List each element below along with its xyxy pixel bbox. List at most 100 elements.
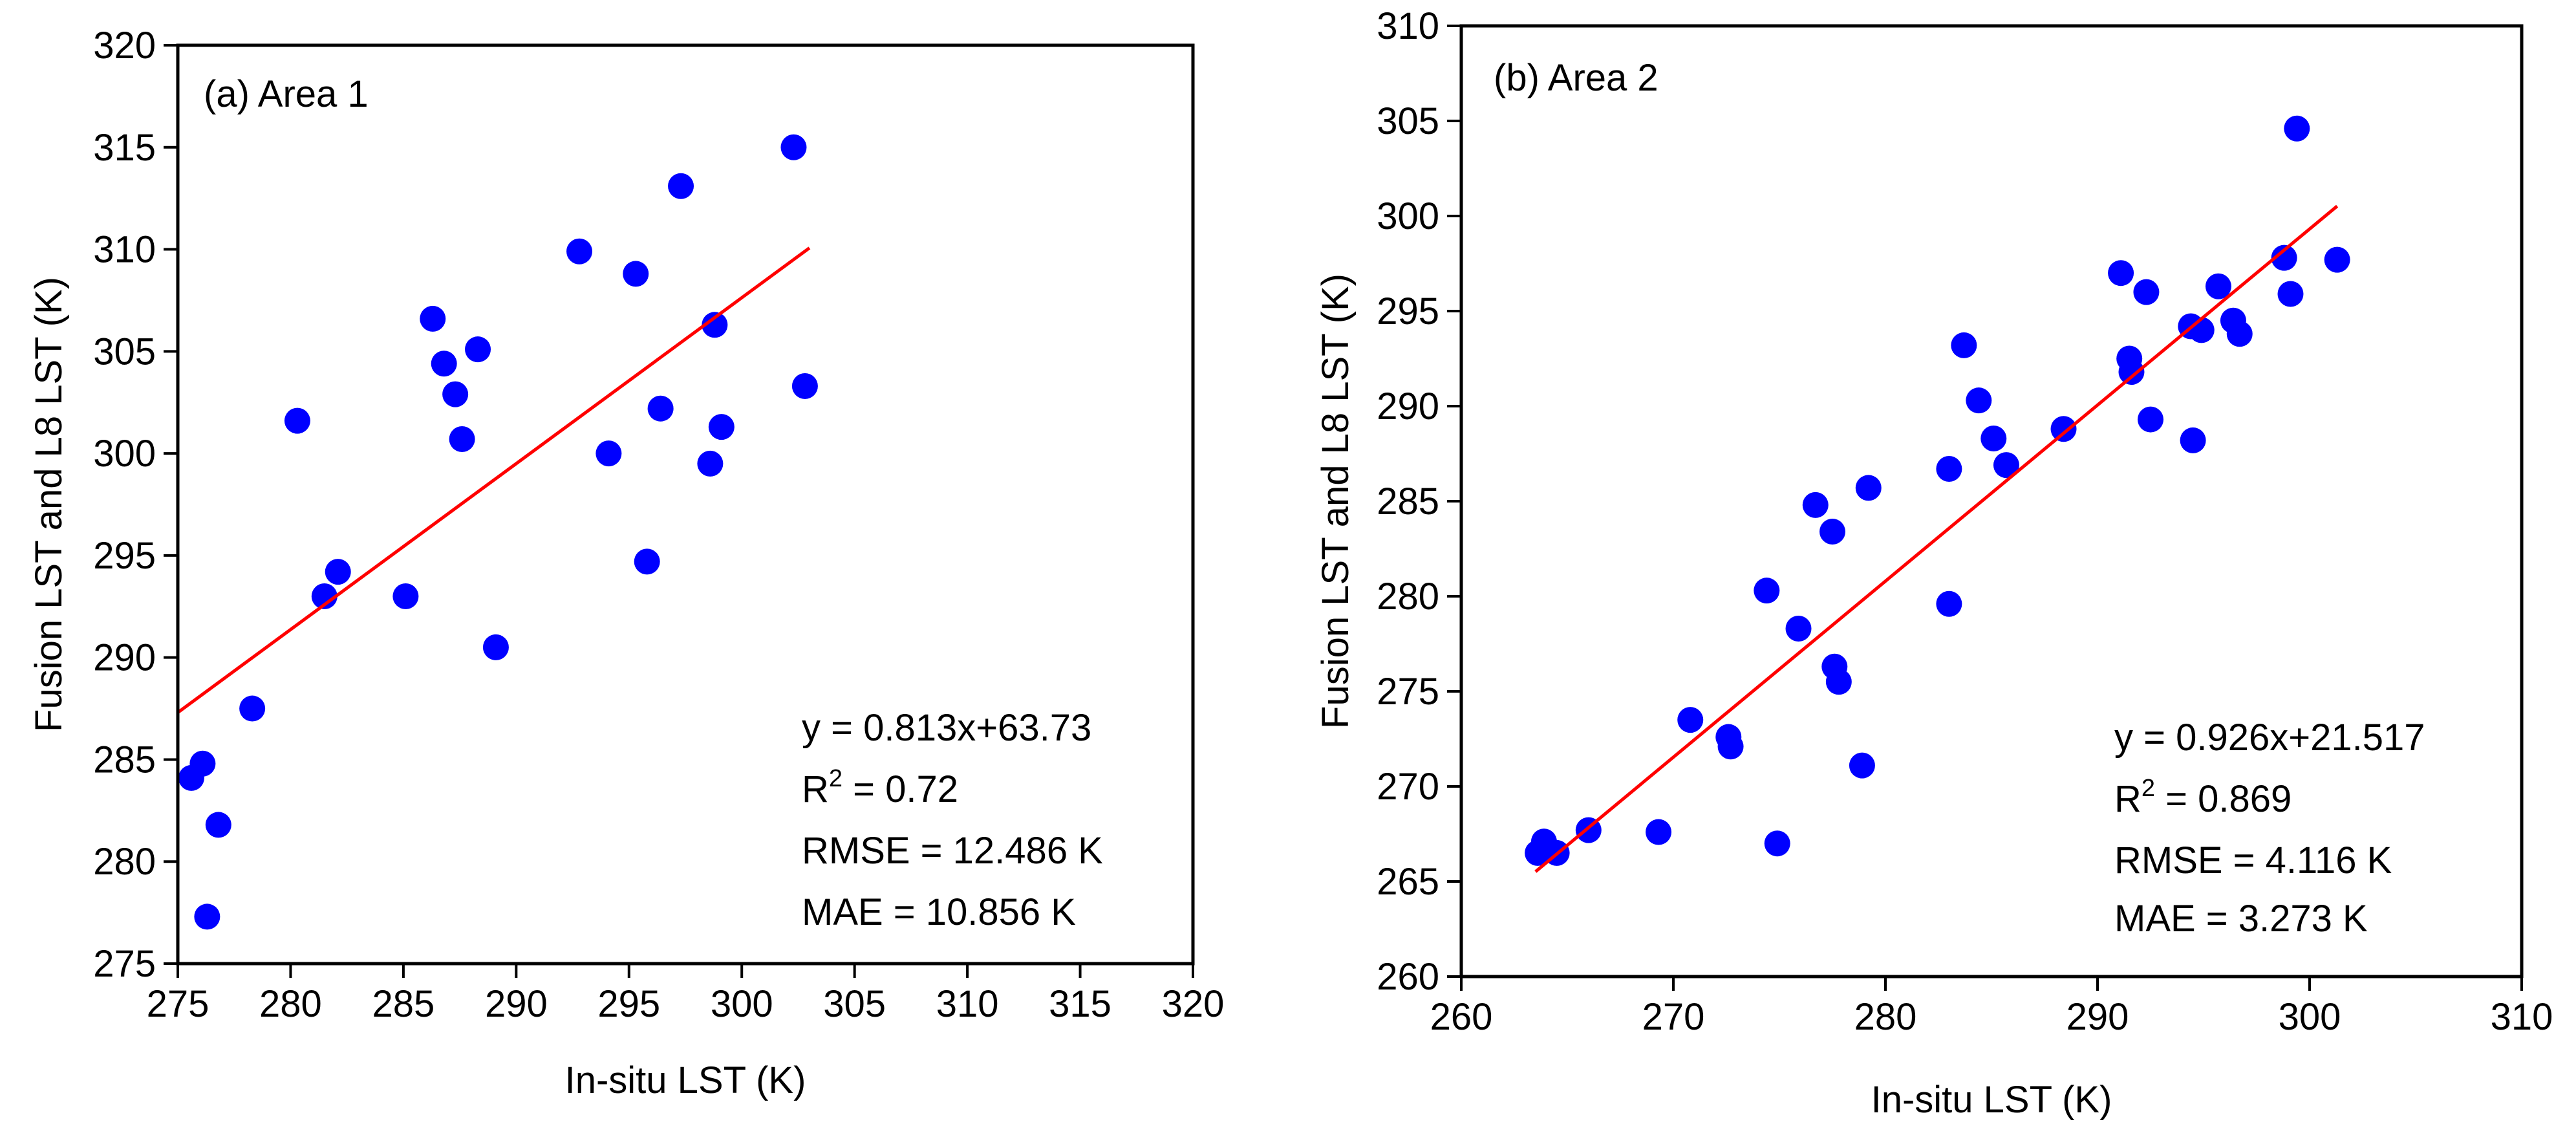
scatter-point <box>1980 425 2007 451</box>
panel-area-2: 260 270 280 290 300 310 260 265 270 275 280 285 290 2… <box>1315 5 2553 1121</box>
scatter-point <box>1754 578 1780 604</box>
scatter-point <box>697 450 724 477</box>
y-tick-label: 305 <box>1377 100 1439 142</box>
plot-frame-area-1 <box>176 43 1195 966</box>
plot-frame-area-2 <box>1459 24 2524 978</box>
scatter-point <box>205 812 231 838</box>
y-tick-label: 275 <box>93 943 156 985</box>
x-tick-label: 310 <box>936 983 999 1025</box>
y-tick-label: 305 <box>93 330 156 373</box>
x-tick-label: 275 <box>147 983 209 1025</box>
y-tick-label: 300 <box>93 433 156 475</box>
scatter-point <box>1646 819 1672 845</box>
scatter-point <box>1855 475 1882 501</box>
scatter-point <box>194 903 220 930</box>
x-tick-label: 310 <box>2491 996 2553 1038</box>
y-tick-label: 285 <box>1377 481 1439 523</box>
r2-value: = 0.72 <box>843 768 958 810</box>
scatter-point <box>2324 246 2350 273</box>
scatter-point <box>465 336 491 363</box>
scatter-point <box>634 548 660 575</box>
scatter-point <box>1717 733 1744 760</box>
scatter-point <box>2138 406 2163 433</box>
scatter-point <box>2205 273 2231 299</box>
r-squared-area-1: R2 = 0.72 <box>802 765 958 810</box>
panel-label-area-1: (a) Area 1 <box>204 73 369 115</box>
scatter-point <box>1966 387 1992 414</box>
x-tick-label: 270 <box>1642 996 1705 1038</box>
y-axis-label-area-1: Fusion LST and L8 LST (K) <box>28 277 70 732</box>
scatter-point <box>708 414 735 440</box>
rmse-area-1: RMSE = 12.486 K <box>802 830 1103 872</box>
x-tick-label: 300 <box>2279 996 2341 1038</box>
x-axis-label-area-2: In-situ LST (K) <box>1871 1079 2112 1121</box>
y-tick-label: 320 <box>93 25 156 67</box>
scatter-point <box>791 373 818 399</box>
scatter-point <box>392 583 419 609</box>
scatter-point <box>482 634 509 660</box>
y-tick-label: 260 <box>1377 956 1439 998</box>
y-tick-label: 290 <box>1377 385 1439 427</box>
scatter-point <box>284 407 310 434</box>
fit-equation-area-1: y = 0.813x+63.73 <box>802 707 1091 749</box>
y-tick-label: 310 <box>93 229 156 271</box>
axis-ticks-area-1: 275 280 285 290 295 300 305 310 315 320 275 280 285 2… <box>93 25 1224 1025</box>
y-tick-label: 280 <box>93 841 156 883</box>
scatter-point <box>780 134 807 160</box>
scatter-point <box>647 395 674 422</box>
x-tick-label: 285 <box>372 983 435 1025</box>
x-tick-label: 300 <box>711 983 773 1025</box>
fit-equation-area-2: y = 0.926x+21.517 <box>2114 717 2425 759</box>
r-squared-area-2: R2 = 0.869 <box>2114 775 2292 820</box>
y-tick-label: 315 <box>93 127 156 169</box>
mae-area-1: MAE = 10.856 K <box>802 891 1076 933</box>
scatter-point <box>1936 456 1962 482</box>
scatter-point <box>1993 452 2019 479</box>
regression-line <box>177 246 811 714</box>
regression-line <box>1534 204 2339 873</box>
scatter-point <box>431 351 457 377</box>
scatter-point <box>1764 830 1790 857</box>
scatter-point <box>566 238 593 265</box>
r2-value: = 0.869 <box>2155 778 2292 820</box>
scatter-point <box>420 305 446 332</box>
scatter-point <box>2050 416 2077 442</box>
y-tick-label: 285 <box>93 739 156 781</box>
y-tick-label: 290 <box>93 637 156 679</box>
scatter-point <box>311 583 338 609</box>
y-axis-label-area-2: Fusion LST and L8 LST (K) <box>1315 274 1357 729</box>
r2-label: R <box>802 768 829 810</box>
y-tick-label: 265 <box>1377 861 1439 903</box>
scatter-point <box>668 173 694 199</box>
x-tick-label: 280 <box>1854 996 1917 1038</box>
scatter-point <box>325 559 351 585</box>
scatter-point <box>2271 244 2297 271</box>
rmse-area-2: RMSE = 4.116 K <box>2114 839 2392 881</box>
x-axis-label-area-1: In-situ LST (K) <box>565 1059 806 1101</box>
x-tick-label: 290 <box>2066 996 2129 1038</box>
scatter-points-area-1 <box>178 134 818 930</box>
y-tick-label: 310 <box>1377 5 1439 47</box>
r2-superscript: 2 <box>829 765 843 792</box>
x-tick-label: 260 <box>1430 996 1493 1038</box>
scatter-point <box>239 695 266 722</box>
scatter-point <box>449 426 475 453</box>
x-tick-label: 320 <box>1162 983 1225 1025</box>
scatter-point <box>2118 359 2145 385</box>
scatter-point <box>596 440 622 467</box>
scatter-point <box>1849 752 1875 779</box>
y-tick-label: 295 <box>93 535 156 577</box>
scatter-point <box>1785 615 1812 642</box>
scatter-point <box>1802 492 1829 518</box>
scatter-point <box>1825 669 1852 695</box>
mae-area-2: MAE = 3.273 K <box>2114 898 2368 940</box>
scatter-point <box>2133 279 2160 305</box>
scatter-point <box>623 261 649 287</box>
fit-line-area-2 <box>1534 204 2339 873</box>
x-tick-label: 315 <box>1049 983 1111 1025</box>
scatter-points-area-2 <box>1525 115 2350 866</box>
axis-ticks-area-2: 260 270 280 290 300 310 260 265 270 275 280 285 290 2… <box>1377 5 2553 1038</box>
scatter-point <box>702 312 728 338</box>
x-tick-label: 280 <box>259 983 322 1025</box>
